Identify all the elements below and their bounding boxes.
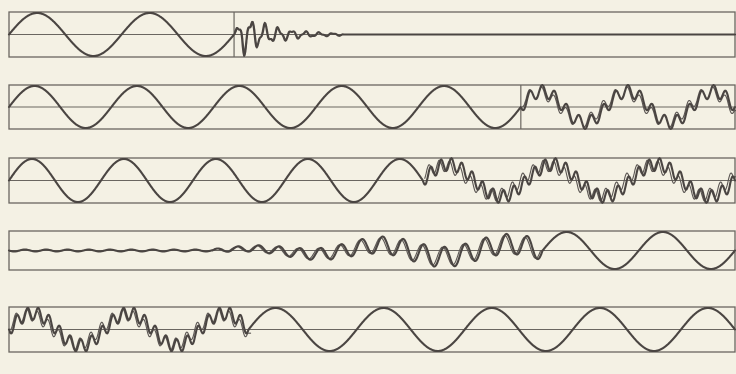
waveform-trace bbox=[7, 306, 736, 353]
panel-stack bbox=[7, 11, 736, 353]
secondary-trace bbox=[424, 159, 736, 202]
waveform-panel bbox=[7, 230, 736, 271]
waveform-panel bbox=[7, 11, 736, 58]
waveform-panel bbox=[7, 157, 736, 204]
waveform-trace bbox=[7, 230, 736, 271]
waveform-trace bbox=[7, 83, 736, 131]
waveform-trace bbox=[7, 11, 736, 58]
secondary-trace bbox=[235, 22, 346, 55]
secondary-trace bbox=[522, 86, 736, 128]
waveform-panel bbox=[7, 306, 736, 353]
waveform-panel bbox=[7, 83, 736, 131]
waveform-trace bbox=[7, 157, 736, 204]
